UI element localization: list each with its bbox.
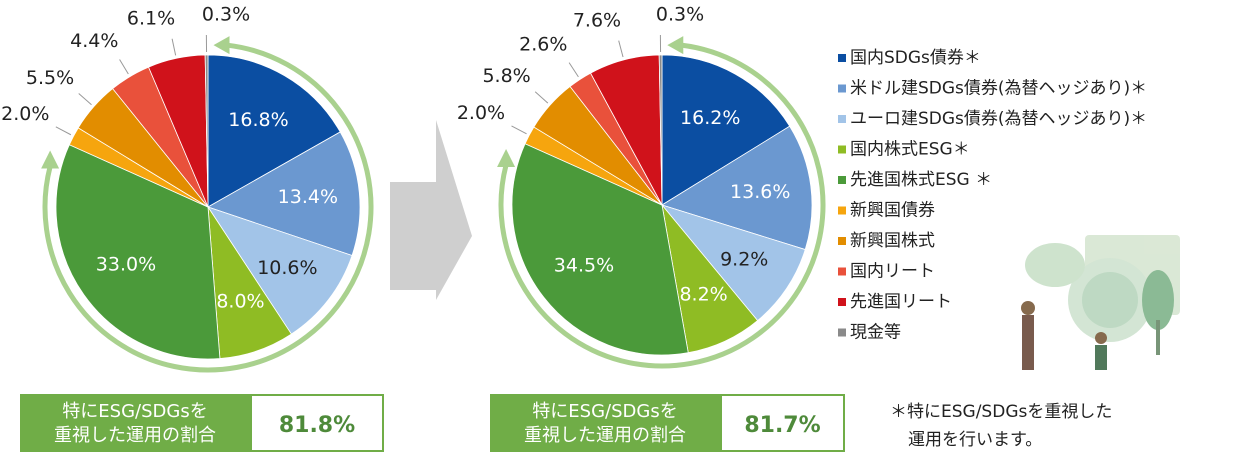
arrow-head — [214, 36, 230, 54]
legend-swatch — [838, 298, 846, 306]
footnote: ＊特にESG/SDGsを重視した — [890, 402, 1112, 422]
leader-line — [535, 92, 548, 103]
slice-label: 7.6% — [573, 10, 621, 32]
legend-label: 国内株式ESG＊ — [850, 140, 970, 160]
slice-label: 6.1% — [127, 8, 175, 30]
legend-label: 米ドル建SDGs債券(為替ヘッジあり)＊ — [850, 79, 1147, 99]
legend-swatch — [838, 237, 846, 245]
slice-label: 33.0% — [96, 253, 156, 275]
slice-label: 9.2% — [720, 249, 768, 271]
legend-label: 先進国リート — [850, 292, 952, 312]
slice-label: 16.8% — [228, 109, 288, 131]
legend-swatch — [838, 329, 846, 337]
slice-label: 2.6% — [519, 33, 567, 55]
leader-line — [120, 59, 129, 74]
leader-line — [569, 63, 578, 77]
legend-label: 国内リート — [850, 262, 935, 282]
summary-value: 81.7% — [744, 413, 820, 438]
legend-swatch — [838, 268, 846, 276]
legend-label: ユーロ建SDGs債券(為替ヘッジあり)＊ — [850, 109, 1147, 129]
leader-line — [56, 127, 71, 135]
summary-label: 重視した運用の割合 — [524, 425, 686, 446]
summary-label: 特にESG/SDGsを — [532, 401, 677, 422]
slice-label: 5.5% — [26, 67, 74, 89]
arrow-head — [667, 36, 683, 54]
legend-swatch — [838, 207, 846, 215]
slice-label: 10.6% — [257, 257, 317, 279]
slice-label: 2.0% — [457, 102, 505, 124]
legend-swatch — [838, 54, 846, 62]
legend-label: 新興国債券 — [850, 201, 935, 221]
illustration — [1021, 235, 1180, 370]
summary-label: 重視した運用の割合 — [54, 425, 216, 446]
leader-line — [512, 126, 527, 134]
slice-label: 2.0% — [1, 103, 49, 125]
slice-label: 13.6% — [730, 181, 790, 203]
slice-label: 8.0% — [216, 290, 264, 312]
legend-label: 国内SDGs債券＊ — [850, 48, 981, 68]
leader-line — [79, 94, 92, 105]
slice-label: 13.4% — [278, 186, 338, 208]
slice-label: 5.8% — [482, 65, 530, 87]
legend-label: 先進国株式ESG ＊ — [850, 170, 992, 190]
legend-swatch — [838, 146, 846, 154]
slice-label: 0.3% — [202, 4, 250, 26]
slice-label: 0.3% — [656, 4, 704, 26]
chart: ＊特にESG/SDGsを重視した 運用を行います。 16.8% 13.4% 10.6… — [0, 0, 1236, 452]
arrow-head — [41, 150, 59, 168]
slice-label: 8.2% — [679, 283, 727, 305]
arrow-head — [497, 149, 515, 167]
slice-label: 4.4% — [70, 30, 118, 52]
footnote: 運用を行います。 — [908, 430, 1042, 450]
summary-value: 81.8% — [279, 413, 355, 438]
legend-swatch — [838, 115, 846, 123]
summary-label: 特にESG/SDGsを — [62, 401, 207, 422]
leader-line — [172, 39, 176, 56]
legend-swatch — [838, 85, 846, 93]
slice-label: 34.5% — [554, 254, 614, 276]
transition-arrow — [390, 120, 472, 300]
legend-label: 新興国株式 — [850, 231, 935, 251]
legend-label: 現金等 — [850, 323, 901, 343]
legend-swatch — [838, 176, 846, 184]
leader-line — [619, 41, 623, 57]
slice-label: 16.2% — [680, 107, 740, 129]
